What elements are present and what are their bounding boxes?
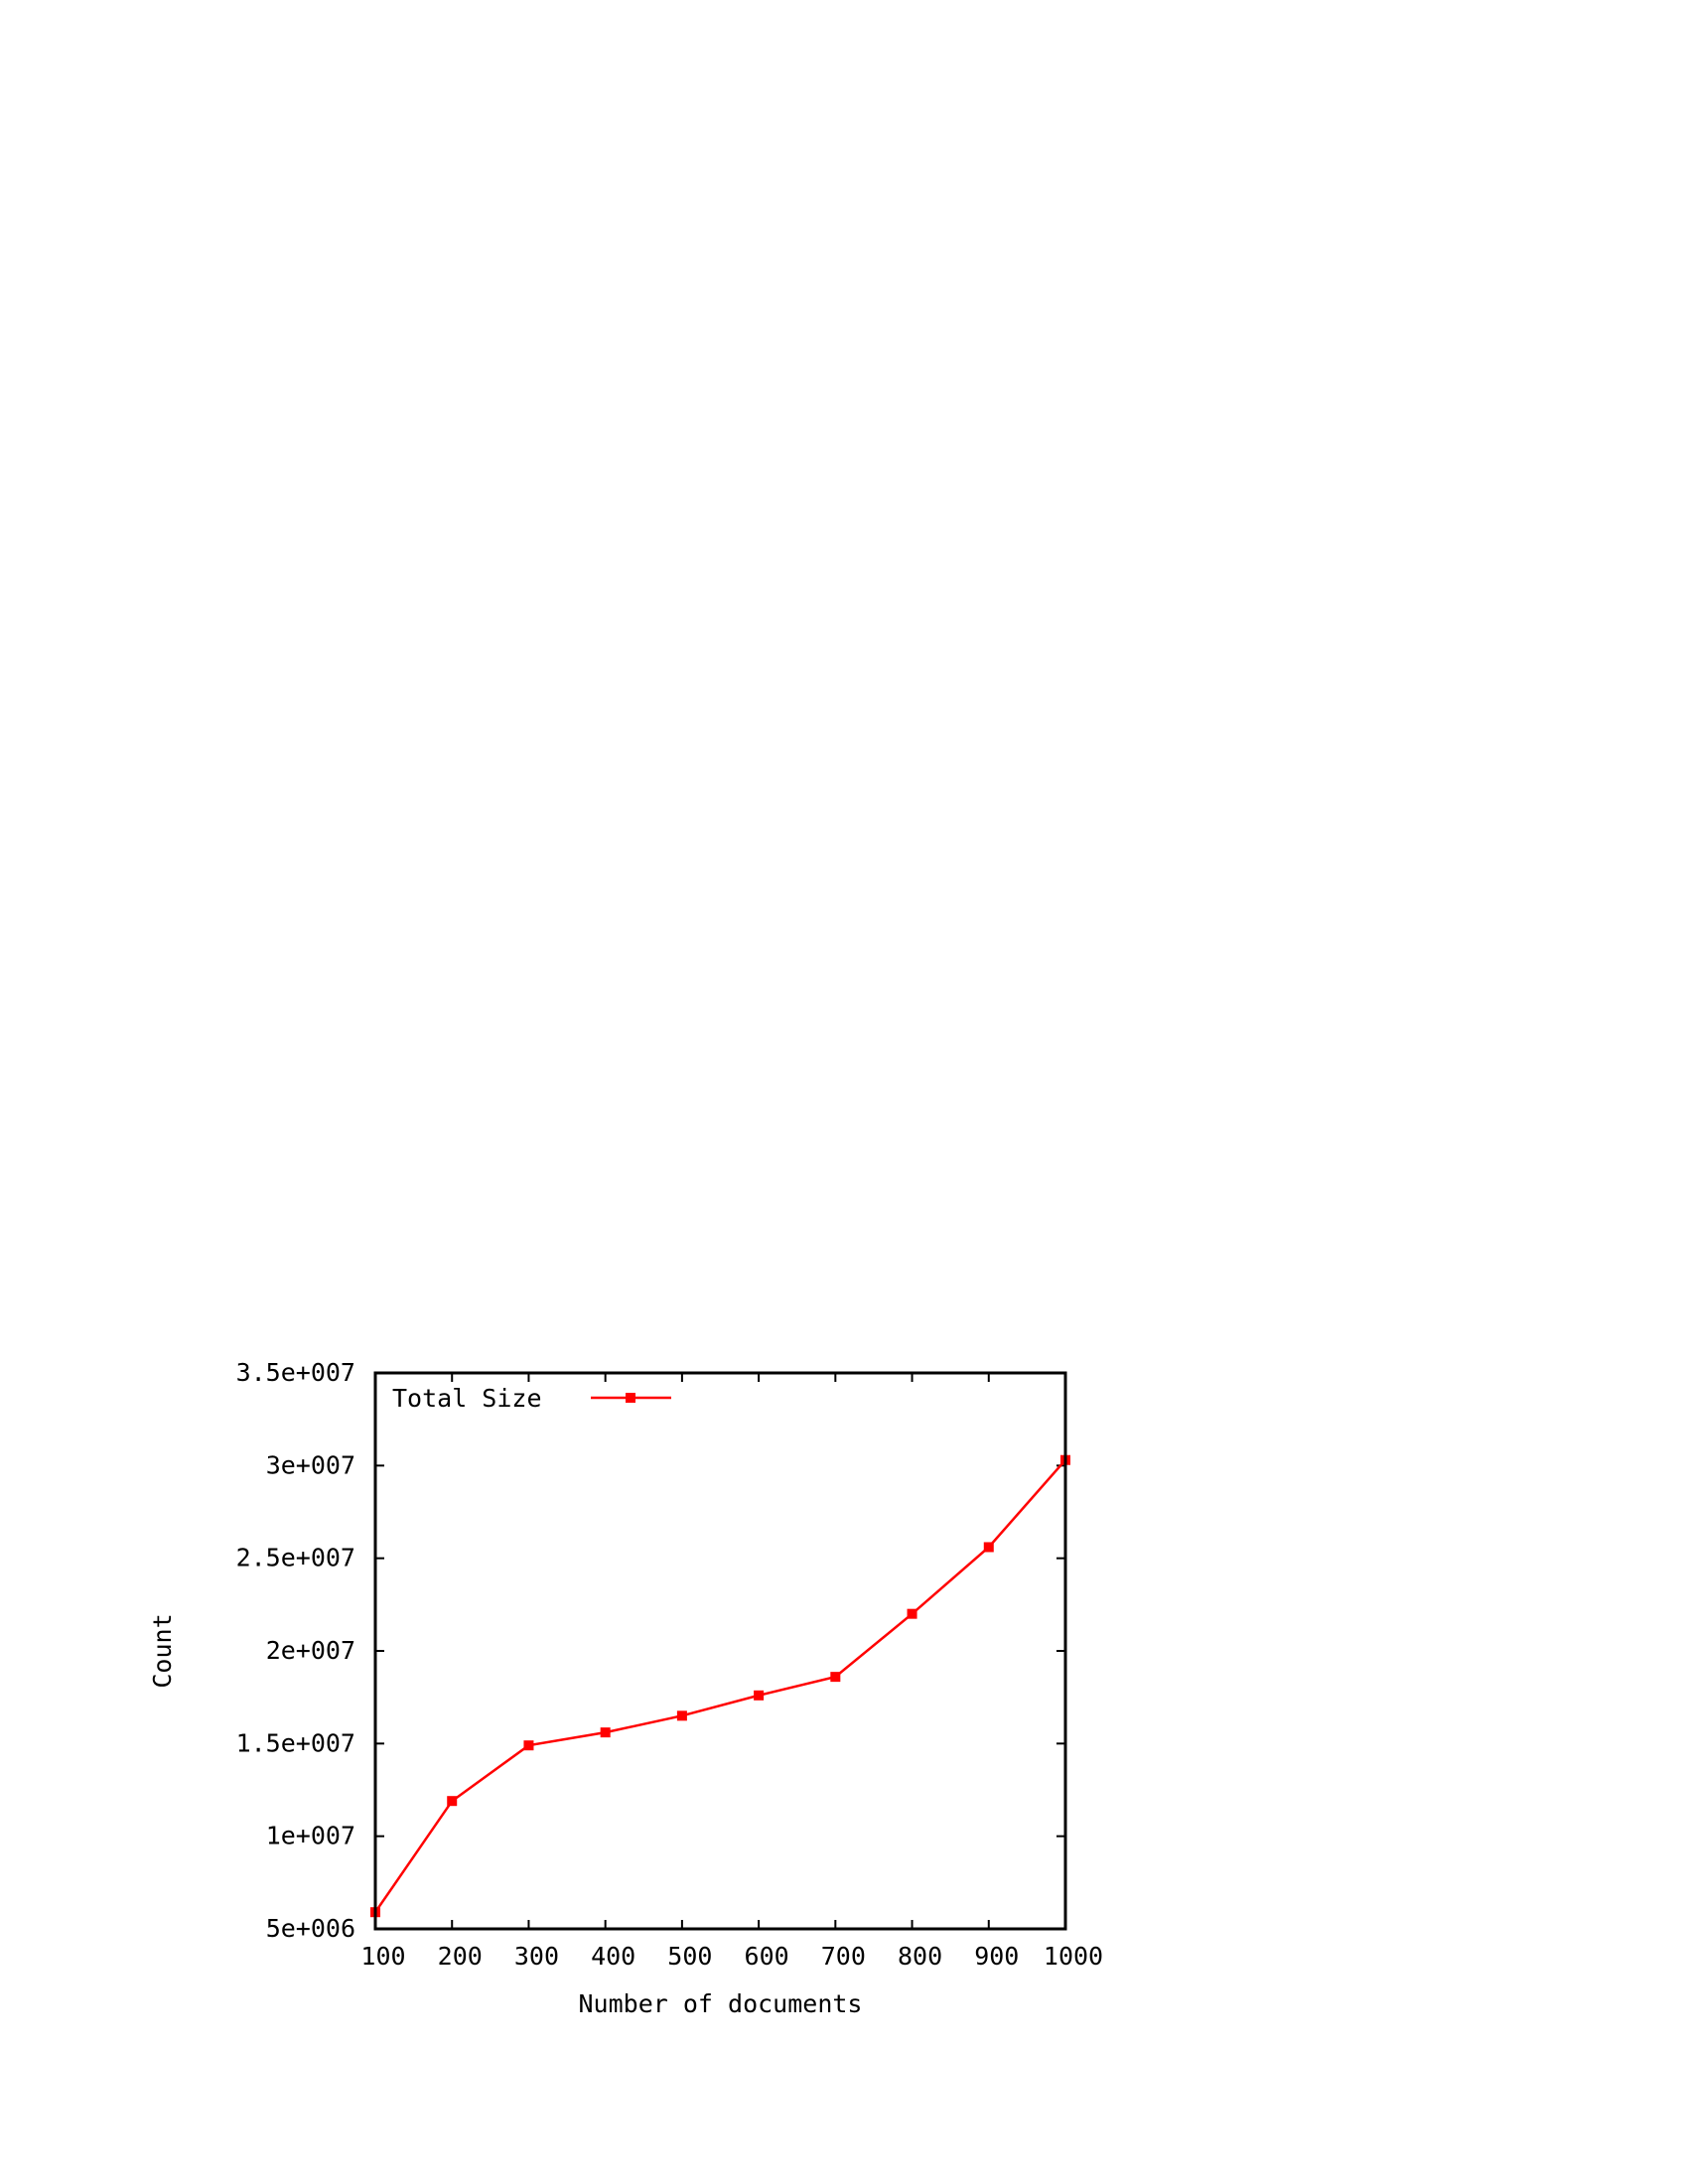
x-tick-label: 600: [745, 1942, 789, 1971]
ticks-layer: [374, 1372, 1066, 1930]
y-tick-label: 3.5e+007: [236, 1358, 355, 1387]
y-tick-label: 5e+006: [266, 1914, 355, 1943]
legend-label: Total Size: [392, 1384, 542, 1413]
data-point-marker: [754, 1690, 765, 1701]
data-point-marker: [600, 1727, 611, 1738]
x-tick-label: 300: [514, 1942, 559, 1971]
y-axis-label: Count: [148, 1613, 177, 1688]
plot-frame: [373, 1371, 1067, 1931]
x-tick-label: 500: [667, 1942, 712, 1971]
data-point-marker: [447, 1796, 458, 1807]
data-point-marker: [830, 1672, 841, 1683]
data-point-marker: [983, 1542, 994, 1553]
data-point-marker: [523, 1740, 534, 1751]
x-tick-label: 100: [360, 1942, 405, 1971]
x-tick-label: 400: [591, 1942, 635, 1971]
series-layer: [370, 1454, 1070, 1918]
x-tick-label: 700: [821, 1942, 866, 1971]
y-tick-label: 1e+007: [266, 1822, 355, 1850]
legend-marker-swatch: [626, 1393, 635, 1403]
legend: Total Size: [392, 1384, 671, 1413]
y-tick-label: 3e+007: [266, 1450, 355, 1479]
data-point-marker: [907, 1608, 917, 1619]
x-tick-label: 900: [974, 1942, 1019, 1971]
y-tick-label: 2.5e+007: [236, 1544, 355, 1572]
x-tick-label: 1000: [1044, 1942, 1103, 1971]
x-tick-label: 800: [898, 1942, 942, 1971]
series-line: [373, 1458, 1066, 1913]
x-tick-label: 200: [438, 1942, 483, 1971]
tick-labels-layer: 100 200 300 400 500 600 700 800 900 1000 5e+006 1e+…: [236, 1358, 1104, 1971]
data-point-marker: [676, 1710, 687, 1721]
y-tick-label: 1.5e+007: [236, 1728, 355, 1757]
x-axis-label: Number of documents: [579, 1989, 863, 2018]
y-tick-label: 2e+007: [266, 1636, 355, 1665]
